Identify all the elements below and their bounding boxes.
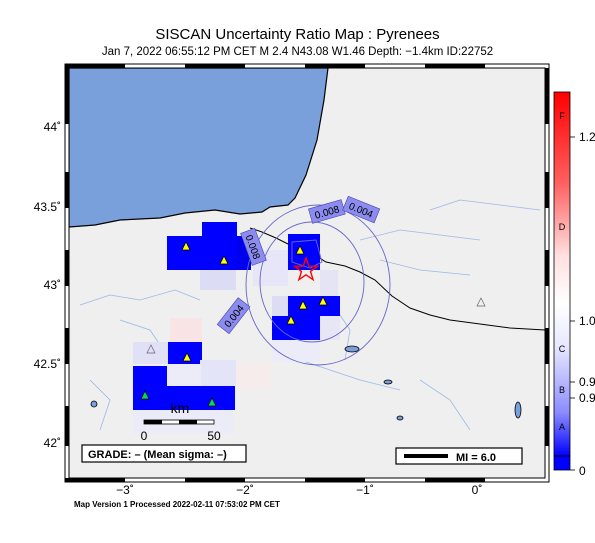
scale-end: 50 bbox=[207, 429, 221, 443]
bay-of-biscay bbox=[69, 68, 329, 228]
colorbar-value: 1.0 bbox=[579, 314, 595, 328]
scale-bar: km 0 50 bbox=[141, 400, 221, 443]
colorbar-grade: C bbox=[559, 344, 566, 354]
processing-footer: Map Version 1 Processed 2022-02-11 07:53… bbox=[74, 500, 280, 509]
mi-box: MI = 6.0 bbox=[395, 447, 523, 465]
lon-tick-label: −1˚ bbox=[356, 483, 374, 497]
lat-tick-label: 44˚ bbox=[44, 120, 61, 134]
colorbar-grade: F bbox=[559, 111, 565, 121]
uncertainty-grid bbox=[133, 222, 340, 434]
station-marker bbox=[298, 300, 308, 310]
colorbar: F D C B A 1.2 1.0 0.9 0.9 0 bbox=[553, 91, 595, 478]
mi-label: MI = 6.0 bbox=[456, 452, 496, 464]
lat-tick-label: 43˚ bbox=[44, 278, 61, 292]
station-marker bbox=[182, 352, 192, 362]
lakes bbox=[90, 345, 522, 421]
station-marker bbox=[286, 315, 296, 325]
station-marker bbox=[295, 245, 305, 255]
lon-tick-label: −2˚ bbox=[236, 483, 254, 497]
colorbar-grade: A bbox=[559, 422, 565, 432]
grade-label: GRADE: – (Mean sigma: –) bbox=[88, 449, 227, 461]
station-marker bbox=[140, 390, 150, 400]
colorbar-value: 0 bbox=[579, 464, 586, 478]
colorbar-grade: B bbox=[559, 385, 565, 395]
stations bbox=[140, 241, 486, 407]
lat-tick-label: 42˚ bbox=[44, 436, 61, 450]
map-frame bbox=[64, 63, 550, 483]
station-marker bbox=[476, 297, 486, 307]
colorbar-value: 0.9 bbox=[579, 391, 595, 405]
scale-start: 0 bbox=[141, 429, 148, 443]
station-marker bbox=[207, 397, 217, 407]
grade-box: GRADE: – (Mean sigma: –) bbox=[81, 444, 247, 463]
epicenter-star bbox=[292, 255, 320, 282]
station-marker bbox=[318, 296, 328, 306]
station-marker bbox=[181, 241, 191, 251]
lat-tick-label: 42.5˚ bbox=[34, 357, 61, 371]
colorbar-grade: D bbox=[559, 222, 566, 232]
colorbar-value: 0.9 bbox=[579, 375, 595, 389]
contour-label-1: 0.008 bbox=[308, 199, 346, 224]
lon-tick-label: 0˚ bbox=[472, 483, 483, 497]
colorbar-value: 1.2 bbox=[579, 130, 595, 144]
map-title: SISCAN Uncertainty Ratio Map : Pyrenees bbox=[155, 26, 440, 43]
station-marker bbox=[146, 344, 156, 354]
border-line bbox=[249, 227, 545, 331]
event-info: Jan 7, 2022 06:55:12 PM CET M 2.4 N43.08… bbox=[101, 46, 494, 58]
lon-tick-label: −3˚ bbox=[116, 483, 134, 497]
scale-unit: km bbox=[171, 400, 190, 416]
lat-tick-label: 43.5˚ bbox=[34, 200, 61, 214]
station-marker bbox=[219, 255, 229, 265]
